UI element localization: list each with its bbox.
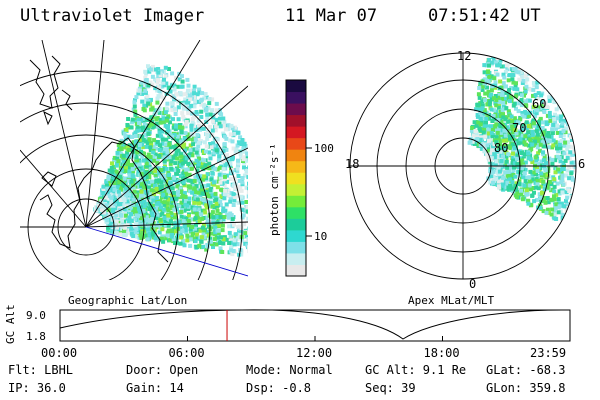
colorbar-cell xyxy=(286,80,306,93)
colorbar-cell xyxy=(286,172,306,185)
mlat-label-80: 80 xyxy=(494,141,508,155)
mlt-label-12: 12 xyxy=(457,49,471,63)
mlt-label-0: 0 xyxy=(469,277,476,291)
timeline-ylabel: GC Alt xyxy=(4,304,17,344)
orbit-timeline: GC Alt 9.0 1.8 00:00 06:00 12:00 18:00 23:59 xyxy=(4,304,571,360)
colorbar-cell xyxy=(286,264,306,277)
mlat-label-70: 70 xyxy=(512,121,526,135)
status-glon: GLon: 359.8 xyxy=(486,381,566,395)
app-title: Ultraviolet Imager xyxy=(20,6,205,26)
colorbar-cell xyxy=(286,126,306,139)
colorbar-cell xyxy=(286,206,306,219)
time-label: 07:51:42 UT xyxy=(428,6,541,26)
status-mode: Mode: Normal xyxy=(246,363,333,377)
colorbar-cell xyxy=(286,195,306,208)
timeline-tick-label: 06:00 xyxy=(169,346,205,360)
timeline-tick-label: 18:00 xyxy=(424,346,460,360)
status-seq: Seq: 39 xyxy=(365,381,416,395)
colorbar-cell xyxy=(286,114,306,127)
colorbar-cell xyxy=(286,91,306,104)
magnetic-label: Apex MLat/MLT xyxy=(408,294,494,307)
mlt-label-6: 6 xyxy=(578,157,585,171)
colorbar-cell xyxy=(286,103,306,116)
timeline-ymax: 9.0 xyxy=(26,309,46,322)
colorbar-tick-10: 10 xyxy=(314,230,327,243)
timeline-tick-label: 23:59 xyxy=(530,346,566,360)
colorbar-cell xyxy=(286,183,306,196)
timeline-tick-label: 00:00 xyxy=(41,346,77,360)
status-gain: Gain: 14 xyxy=(126,381,184,395)
status-gc-alt: GC Alt: 9.1 Re xyxy=(365,363,467,377)
polar-grid xyxy=(349,52,577,280)
date-label: 11 Mar 07 xyxy=(285,6,378,26)
colorbar-unit-label: photon cm⁻²s⁻¹ xyxy=(268,143,281,236)
colorbar-cell xyxy=(286,137,306,150)
colorbar-cell xyxy=(286,149,306,162)
aurora-image-geographic xyxy=(93,64,248,257)
mlat-label-60: 60 xyxy=(532,97,546,111)
colorbar-cell xyxy=(286,160,306,173)
geographic-map xyxy=(20,40,248,280)
colorbar-cell xyxy=(286,229,306,242)
status-dsp: Dsp: -0.8 xyxy=(246,381,312,395)
status-ip: IP: 36.0 xyxy=(8,381,66,395)
timeline-tick-label: 12:00 xyxy=(296,346,332,360)
altitude-curve xyxy=(59,309,571,340)
geographic-label: Geographic Lat/Lon xyxy=(68,294,187,307)
status-filter: Flt: LBHL xyxy=(8,363,74,377)
status-door: Door: Open xyxy=(126,363,199,377)
lat-lon-grid xyxy=(20,40,248,280)
colorbar-cell xyxy=(286,241,306,254)
colorbar: 100 10 photon cm⁻²s⁻¹ xyxy=(268,79,334,277)
colorbar-tick-100: 100 xyxy=(314,142,334,155)
magnetic-polar-plot: 12 18 6 0 80 70 60 xyxy=(345,49,585,291)
status-glat: GLat: -68.3 xyxy=(486,363,566,377)
colorbar-cell xyxy=(286,218,306,231)
timeline-ymin: 1.8 xyxy=(26,330,46,343)
mlt-label-18: 18 xyxy=(345,157,359,171)
aurora-image-magnetic xyxy=(467,53,576,230)
colorbar-cell xyxy=(286,252,306,265)
